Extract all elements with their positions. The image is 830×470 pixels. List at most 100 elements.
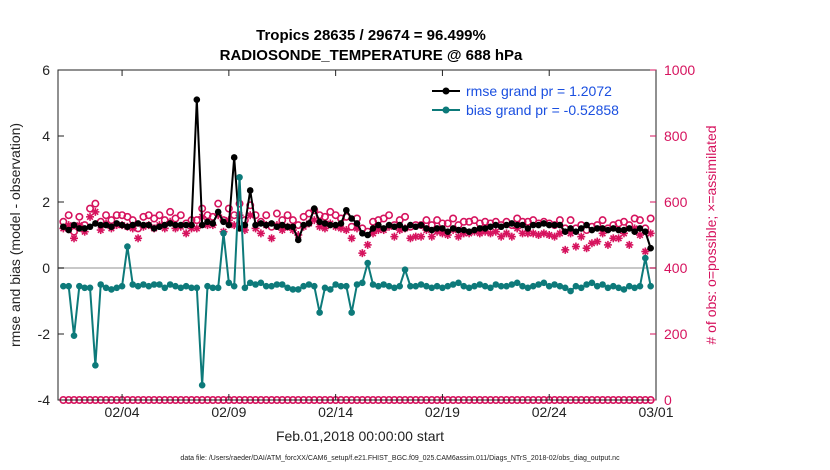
rmse-point bbox=[268, 220, 275, 227]
rmse-point bbox=[524, 225, 532, 232]
possible-obs-point bbox=[155, 211, 164, 220]
rmse-point bbox=[305, 220, 313, 227]
bias-point bbox=[140, 281, 147, 288]
asterisk-stroke bbox=[572, 243, 580, 250]
possible-obs-point bbox=[64, 211, 73, 220]
rmse-point bbox=[561, 228, 569, 235]
rmse-point bbox=[545, 221, 553, 229]
rmse-point bbox=[476, 225, 484, 232]
assimilated-obs-point bbox=[491, 227, 500, 236]
x-axis: 02/04 02/09 02/14 02/19 02/24 03/01 bbox=[105, 70, 674, 420]
rmse-point bbox=[615, 226, 622, 234]
bias-point bbox=[327, 286, 334, 293]
bias-point bbox=[503, 282, 510, 290]
bias-point bbox=[391, 284, 398, 292]
possible-obs-point bbox=[262, 211, 271, 220]
possible-obs-point bbox=[646, 214, 655, 223]
bias-point bbox=[230, 282, 238, 290]
rmse-point bbox=[348, 215, 355, 222]
rmse-point bbox=[588, 226, 596, 234]
rmse-point bbox=[246, 187, 254, 194]
bias-point bbox=[118, 282, 126, 290]
rmse-point bbox=[156, 223, 163, 231]
rmse-point bbox=[97, 221, 105, 229]
rmse-point bbox=[230, 154, 238, 161]
asterisk-stroke bbox=[86, 213, 94, 221]
possible-obs-point bbox=[283, 211, 292, 220]
bias-point bbox=[262, 282, 270, 290]
assimilated-obs-point bbox=[427, 232, 436, 241]
assimilated-obs-point bbox=[310, 216, 319, 225]
plot-frame bbox=[57, 69, 657, 401]
rmse-point bbox=[161, 221, 169, 229]
rmse-point bbox=[198, 221, 206, 229]
rmse-point bbox=[172, 221, 179, 229]
bias-point bbox=[620, 286, 628, 293]
y-axis-label: rmse and bias (model - observation) bbox=[7, 123, 23, 347]
asterisk-stroke bbox=[310, 216, 318, 224]
bias-point bbox=[113, 284, 121, 292]
assimilated-obs-point bbox=[561, 245, 570, 254]
legend: rmse grand pr = 1.2072 bias grand pr = -… bbox=[432, 83, 619, 118]
possible-obs-point bbox=[635, 216, 644, 225]
rmse-point bbox=[241, 221, 249, 229]
chart-subtitle: RADIOSONDE_TEMPERATURE @ 688 hPa bbox=[220, 47, 523, 64]
bias-point bbox=[455, 279, 462, 287]
asterisk-stroke bbox=[519, 229, 526, 237]
asterisk-stroke bbox=[97, 226, 105, 234]
rmse-point bbox=[118, 221, 126, 229]
legend-rmse-label: rmse grand pr = 1.2072 bbox=[466, 83, 612, 99]
rmse-point bbox=[375, 221, 382, 229]
bias-point bbox=[460, 282, 468, 290]
asterisk-stroke bbox=[342, 226, 350, 234]
y-tick-label: 4 bbox=[42, 128, 50, 144]
possible-obs-point bbox=[75, 212, 84, 221]
rmse-point bbox=[492, 221, 500, 229]
bias-point bbox=[198, 381, 206, 389]
bias-point bbox=[129, 281, 137, 288]
asterisk-stroke bbox=[364, 241, 372, 249]
bias-point bbox=[529, 282, 537, 290]
bias-point bbox=[220, 230, 227, 237]
legend-bias-label: bias grand pr = -0.52858 bbox=[466, 102, 619, 118]
rmse-point bbox=[284, 223, 291, 231]
rmse-point bbox=[257, 220, 265, 227]
asterisk-stroke bbox=[609, 234, 617, 242]
asterisk-stroke bbox=[545, 231, 553, 239]
assimilated-obs-point bbox=[507, 232, 516, 241]
bias-point bbox=[519, 282, 526, 290]
asterisk-stroke bbox=[615, 234, 622, 242]
possible-obs-point bbox=[443, 219, 452, 228]
assimilated-obs-point bbox=[497, 232, 506, 241]
bias-point bbox=[337, 282, 345, 290]
possible-obs-point bbox=[459, 217, 468, 226]
y-tick-label: 0 bbox=[42, 260, 50, 276]
rmse-point bbox=[551, 221, 558, 229]
asterisk-stroke bbox=[497, 233, 505, 241]
rmse-point bbox=[407, 221, 414, 229]
bias-point bbox=[76, 282, 83, 290]
rmse-point bbox=[412, 223, 420, 231]
bias-point bbox=[188, 284, 195, 292]
bias-point bbox=[396, 282, 404, 290]
possible-obs-point bbox=[214, 199, 223, 208]
bias-point bbox=[321, 284, 329, 292]
bias-point bbox=[108, 286, 115, 293]
rmse-point bbox=[316, 218, 323, 226]
rmse-point bbox=[252, 221, 259, 229]
bias-point bbox=[289, 286, 297, 293]
bias-point bbox=[332, 281, 339, 288]
bias-point bbox=[364, 259, 371, 267]
asterisk-stroke bbox=[455, 233, 462, 241]
rmse-point bbox=[327, 221, 334, 229]
possible-obs-point bbox=[401, 212, 410, 221]
bias-point bbox=[380, 281, 387, 288]
y2-axis-label: # of obs: o=possible; ×=assimilated bbox=[703, 125, 719, 344]
data-file-footnote: data file: /Users/raeder/DAI/ATM_forcXX/… bbox=[180, 455, 620, 462]
possible-obs-point bbox=[166, 207, 175, 216]
asterisk-stroke bbox=[391, 233, 398, 241]
possible-obs-point bbox=[91, 199, 100, 208]
rmse-point bbox=[487, 223, 494, 231]
x-tick-label: 02/14 bbox=[318, 404, 353, 420]
asterisk-stroke bbox=[439, 229, 446, 237]
